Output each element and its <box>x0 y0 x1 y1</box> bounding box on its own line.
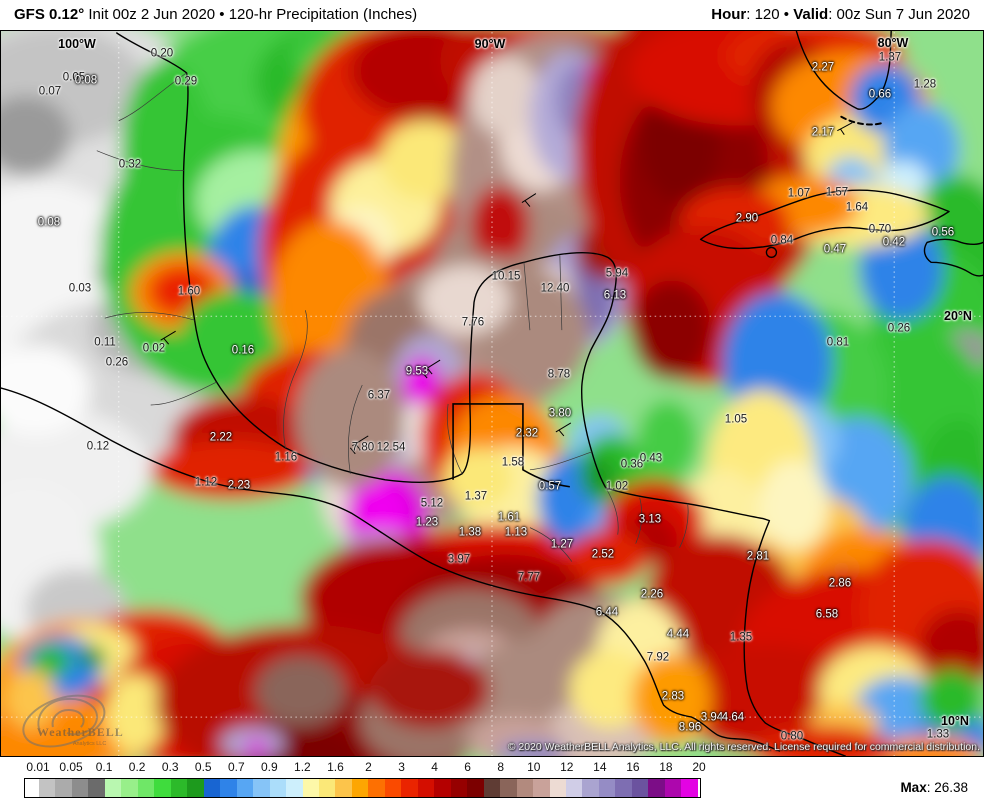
colorbar-tick: 0.7 <box>227 760 245 774</box>
wind-barbs <box>160 122 853 455</box>
colorbar-segment <box>269 779 287 797</box>
valid-time-title: Hour: 120 • Valid: 00z Sun 7 Jun 2020 <box>711 6 970 23</box>
colorbar-segment <box>335 779 352 797</box>
colorbar-tick: 1.6 <box>327 760 344 774</box>
weatherbell-watermark: WeatherBELL Analytics LLC <box>22 694 124 748</box>
colorbar-segment <box>566 779 583 797</box>
colorbar-segment <box>483 779 501 797</box>
colorbar-ticks: 0.01 0.05 0.1 0.2 0.3 0.5 0.7 0.9 1.2 1.6 2 3 4 6 8 10 1… <box>24 760 705 775</box>
watermark-brand: WeatherBELL <box>37 725 124 739</box>
colorbar-segment <box>25 779 39 797</box>
florida-keys <box>840 115 885 126</box>
valid-label: Valid <box>793 6 829 23</box>
colorbar-tick: 4 <box>431 760 438 774</box>
colorbar-tick: 0.05 <box>59 760 83 774</box>
graticule <box>1 31 983 756</box>
isla-juventud <box>765 246 778 259</box>
colorbar-tick: 0.3 <box>161 760 179 774</box>
hour-label: Hour <box>711 6 747 23</box>
colorbar-segment <box>417 779 435 797</box>
colorbar-segment <box>368 779 385 797</box>
colorbar-tick: 6 <box>464 760 471 774</box>
colorbar-segment <box>516 779 534 797</box>
colorbar-segment <box>318 779 336 797</box>
colorbar-segment <box>351 779 369 797</box>
cuba-coast <box>699 189 950 250</box>
colorbar-segment <box>615 779 632 797</box>
precip-shading <box>1 31 983 756</box>
colorbar-tick: 10 <box>527 760 541 774</box>
colorbar-segment <box>137 779 155 797</box>
colorbar-tick: 0.9 <box>261 760 278 774</box>
colorbar-segment <box>681 779 698 797</box>
pacific-coast <box>1 387 781 752</box>
watermark-sub: Analytics LLC <box>73 741 106 747</box>
colorbar-tick: 0.2 <box>128 760 146 774</box>
colorbar-segment <box>384 779 402 797</box>
colorbar-segment <box>187 779 204 797</box>
colorbar-segment <box>154 779 171 797</box>
colorbar-tick: 0.5 <box>194 760 212 774</box>
colorbar-segment <box>253 779 270 797</box>
copyright-text: © 2020 WeatherBELL Analytics, LLC. All r… <box>507 741 980 753</box>
model-init-title: GFS 0.12° Init 00z 2 Jun 2020 • 120-hr P… <box>14 6 417 23</box>
title-bar: GFS 0.12° Init 00z 2 Jun 2020 • 120-hr P… <box>0 0 984 30</box>
colorbar-segment <box>88 779 105 797</box>
colorbar-segment <box>236 779 254 797</box>
colorbar-segment <box>664 779 682 797</box>
colorbar-segment <box>170 779 188 797</box>
mexico-gulf-yucatan-coast <box>116 32 617 489</box>
colorbar-segment <box>500 779 517 797</box>
colorbar-tick: 20 <box>692 760 706 774</box>
colorbar-segment <box>582 779 599 797</box>
colorbar-segment <box>467 779 484 797</box>
colorbar-segment <box>220 779 237 797</box>
colorbar-tick: 16 <box>626 760 640 774</box>
legend-bar: 0.01 0.05 0.1 0.2 0.3 0.5 0.7 0.9 1.2 1.6 2 3 4 6 8 10 1… <box>0 757 984 808</box>
colorbar-segment <box>434 779 451 797</box>
borders <box>96 72 689 562</box>
colorbar-segment <box>598 779 616 797</box>
max-value: : 26.38 <box>926 780 968 795</box>
colorbar-segments <box>24 778 701 798</box>
colorbar-tick: 0.1 <box>95 760 113 774</box>
colorbar-segment <box>648 779 665 797</box>
colorbar-segment <box>55 779 72 797</box>
colorbar-segment <box>549 779 566 797</box>
colorbar-segment <box>533 779 550 797</box>
colorbar-tick: 18 <box>659 760 673 774</box>
colorbar-segment <box>121 779 138 797</box>
colorbar-tick: 0.01 <box>26 760 50 774</box>
colorbar-tick: 1.2 <box>294 760 311 774</box>
colorbar-segment <box>450 779 468 797</box>
max-label: Max <box>900 780 927 795</box>
precipitation-map: WeatherBELL Analytics LLC <box>0 30 984 757</box>
colorbar-segment <box>71 779 89 797</box>
hispaniola-coast <box>923 238 983 277</box>
country-borders-bold <box>452 403 570 488</box>
colorbar-segment <box>302 779 319 797</box>
colorbar-segment <box>286 779 303 797</box>
colorbar-tick: 3 <box>398 760 405 774</box>
colorbar-segment <box>631 779 649 797</box>
colorbar-segment <box>401 779 418 797</box>
model-name: GFS 0.12° <box>14 6 85 23</box>
colorbar-tick: 14 <box>593 760 607 774</box>
valid-value: : 00z Sun 7 Jun 2020 <box>828 6 970 23</box>
colorbar-segment <box>203 779 221 797</box>
colorbar-tick: 8 <box>497 760 505 774</box>
colorbar-tick: 2 <box>365 760 372 774</box>
map-canvas: WeatherBELL Analytics LLC <box>1 31 983 756</box>
florida-coast <box>795 31 892 110</box>
colorbar-segment <box>104 779 122 797</box>
colorbar-tick: 12 <box>560 760 574 774</box>
init-text: Init 00z 2 Jun 2020 • 120-hr Precipitati… <box>84 6 418 23</box>
colorbar-segment <box>39 779 56 797</box>
max-value-label: Max: 26.38 <box>900 780 968 795</box>
hour-value: : 120 • <box>746 6 794 23</box>
